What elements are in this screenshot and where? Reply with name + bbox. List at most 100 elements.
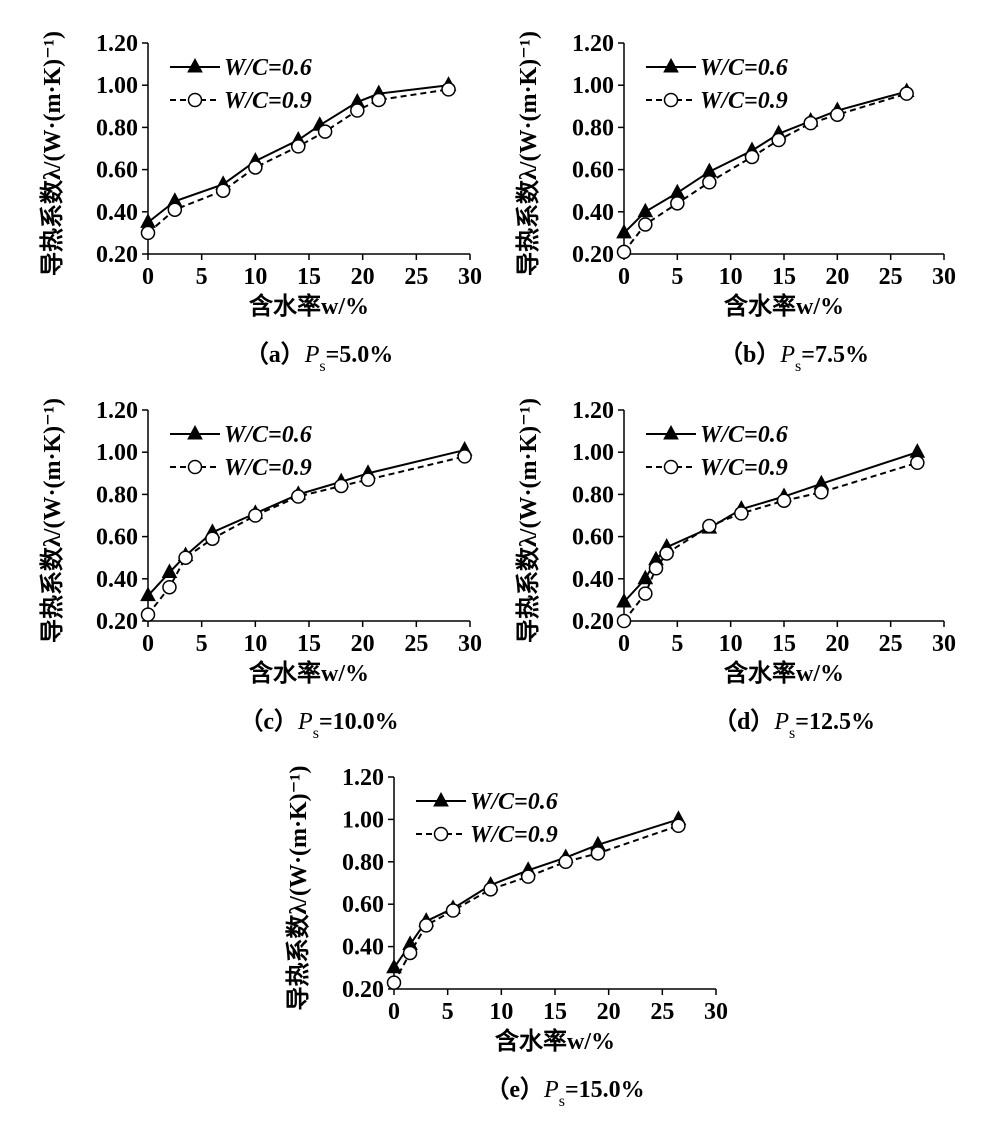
legend-label: W/C=0.6 [224,422,312,448]
x-axis-label: 含水率w/% [495,1027,615,1055]
caption-part: =15.0% [565,1077,645,1103]
x-tick-label: 15 [297,631,321,657]
marker [441,82,456,97]
marker [814,485,829,500]
y-tick-label: 0.80 [342,850,384,876]
marker [140,213,156,228]
caption-part: =7.5% [801,342,869,368]
marker [744,149,760,165]
marker [558,854,573,870]
caption-part: （b） [719,341,780,368]
y-tick-label: 0.20 [572,242,614,268]
marker [637,569,654,585]
caption-part: =10.0% [319,709,399,735]
marker [637,202,654,218]
caption-part: （e） [485,1076,544,1103]
marker [671,818,686,834]
caption-part: s [795,358,801,375]
marker [248,160,263,175]
y-tick-label: 0.60 [96,525,138,551]
marker [776,493,792,508]
marker [445,903,461,918]
x-tick-label: 15 [297,264,321,290]
x-tick-label: 20 [351,264,375,290]
marker [350,103,365,118]
x-tick-label: 20 [351,631,375,657]
marker [670,196,685,211]
marker [830,107,845,122]
marker [648,561,664,576]
x-tick-label: 5 [196,264,208,290]
x-tick-label: 5 [671,264,683,290]
y-axis-label: 导热系数λ/(W·(m·K)⁻¹) [515,31,542,276]
y-tick-label: 1.00 [342,807,384,833]
caption-part: （d） [713,708,774,735]
legend-label: W/C=0.9 [700,88,788,114]
caption-part: P [304,342,320,368]
y-tick-label: 0.40 [572,567,614,593]
y-tick-label: 1.00 [572,73,614,99]
marker [167,202,183,217]
legend-marker [187,459,203,475]
series-line [623,92,907,253]
legend-marker [433,826,449,842]
x-tick-label: 15 [543,999,567,1025]
marker [317,124,333,139]
x-axis-label: 含水率w/% [724,659,844,687]
caption-part: P [779,342,795,368]
marker [638,586,653,601]
marker [803,115,818,131]
marker [616,244,632,260]
y-tick-label: 0.40 [96,200,138,226]
marker [659,546,674,561]
x-tick-label: 10 [719,631,743,657]
caption-part: s [313,725,319,742]
legend-label: W/C=0.6 [700,422,788,448]
x-tick-label: 20 [825,264,849,290]
x-tick-label: 10 [243,631,267,657]
x-tick-label: 25 [404,631,428,657]
marker [909,443,926,458]
marker [178,550,193,565]
marker [638,217,653,232]
marker [248,508,263,523]
y-tick-label: 1.00 [96,73,138,99]
x-tick-label: 25 [404,264,428,290]
caption: （e）Ps=15.0% [485,1076,644,1110]
y-tick-label: 0.60 [342,892,384,918]
marker [386,975,402,990]
marker [702,175,717,190]
x-tick-label: 30 [932,631,956,657]
legend-label: W/C=0.9 [224,88,312,114]
y-tick-label: 1.20 [96,398,138,424]
y-tick-label: 0.60 [96,158,138,184]
caption-part: s [319,358,325,375]
marker [402,945,418,961]
marker [140,586,156,602]
y-tick-label: 0.20 [96,242,138,268]
x-tick-label: 0 [142,264,154,290]
marker [771,132,786,148]
y-tick-label: 0.40 [96,567,138,593]
legend-marker [433,791,449,807]
caption-part: （c） [239,708,298,735]
y-tick-label: 0.60 [572,525,614,551]
y-tick-label: 0.80 [96,482,138,508]
caption-part: （a） [245,341,305,368]
y-tick-label: 0.40 [342,935,384,961]
y-tick-label: 1.00 [572,440,614,466]
caption: （d）Ps=12.5% [713,708,875,742]
legend-marker [663,57,679,73]
marker [140,225,156,241]
caption-part: P [773,709,789,735]
x-tick-label: 25 [879,631,903,657]
y-tick-label: 1.20 [572,31,614,57]
caption-part: =5.0% [326,342,394,368]
caption-part: P [297,709,313,735]
x-tick-label: 30 [704,999,728,1025]
x-axis-label: 含水率w/% [724,292,844,320]
y-axis-label: 导热系数λ/(W·(m·K)⁻¹) [515,398,542,643]
y-tick-label: 1.00 [96,440,138,466]
chart: 0.20 0.40 0.60 0.80 1.00 1.20 0 5 10 15 20 25 30 含水率w… [39,398,482,742]
marker [418,918,434,933]
